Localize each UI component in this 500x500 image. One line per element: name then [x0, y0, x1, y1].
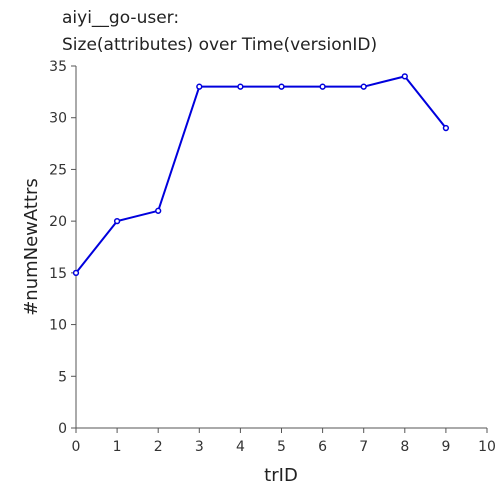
x-tick-label: 7 — [359, 439, 368, 455]
chart-title-line-2: Size(attributes) over Time(versionID) — [62, 35, 377, 55]
y-tick-label: 35 — [49, 59, 67, 75]
chart-title-line-1: aiyi__go-user: — [62, 8, 179, 28]
y-tick-label: 10 — [49, 318, 67, 334]
y-tick-label: 5 — [58, 369, 67, 385]
y-axis-label: #numNewAttrs — [21, 178, 42, 316]
data-point — [360, 83, 367, 90]
x-tick-label: 4 — [236, 439, 245, 455]
x-tick-label: 3 — [195, 439, 204, 455]
data-point — [319, 83, 326, 90]
y-tick-label: 0 — [58, 421, 67, 437]
x-tick-label: 9 — [441, 439, 450, 455]
series-line — [75, 75, 447, 274]
x-tick-label: 5 — [277, 439, 286, 455]
y-tick-label: 25 — [49, 162, 67, 178]
chart-title: aiyi__go-user: Size(attributes) over Tim… — [62, 8, 377, 55]
data-point — [113, 217, 121, 225]
x-tick-label: 1 — [113, 439, 122, 455]
data-point — [155, 207, 162, 214]
x-tick-label: 6 — [318, 439, 327, 455]
y-tick-label: 20 — [49, 214, 67, 230]
data-point — [72, 269, 80, 277]
data-point — [196, 83, 203, 90]
y-tick-label: 30 — [49, 111, 67, 127]
x-tick-label: 0 — [72, 439, 81, 455]
data-point — [401, 73, 408, 80]
x-tick-label: 2 — [154, 439, 163, 455]
data-series — [72, 73, 450, 277]
x-tick-label: 10 — [478, 439, 496, 455]
x-axis-label: trID — [264, 465, 298, 486]
x-tick-label: 8 — [400, 439, 409, 455]
data-point — [442, 124, 450, 132]
y-tick-label: 15 — [49, 266, 67, 282]
data-point — [278, 83, 285, 90]
y-axis-ticks: 0 5 10 15 20 25 30 35 — [49, 59, 76, 437]
x-axis-ticks: 0 1 2 3 4 5 6 7 8 9 10 — [72, 428, 496, 455]
data-point — [237, 83, 244, 90]
